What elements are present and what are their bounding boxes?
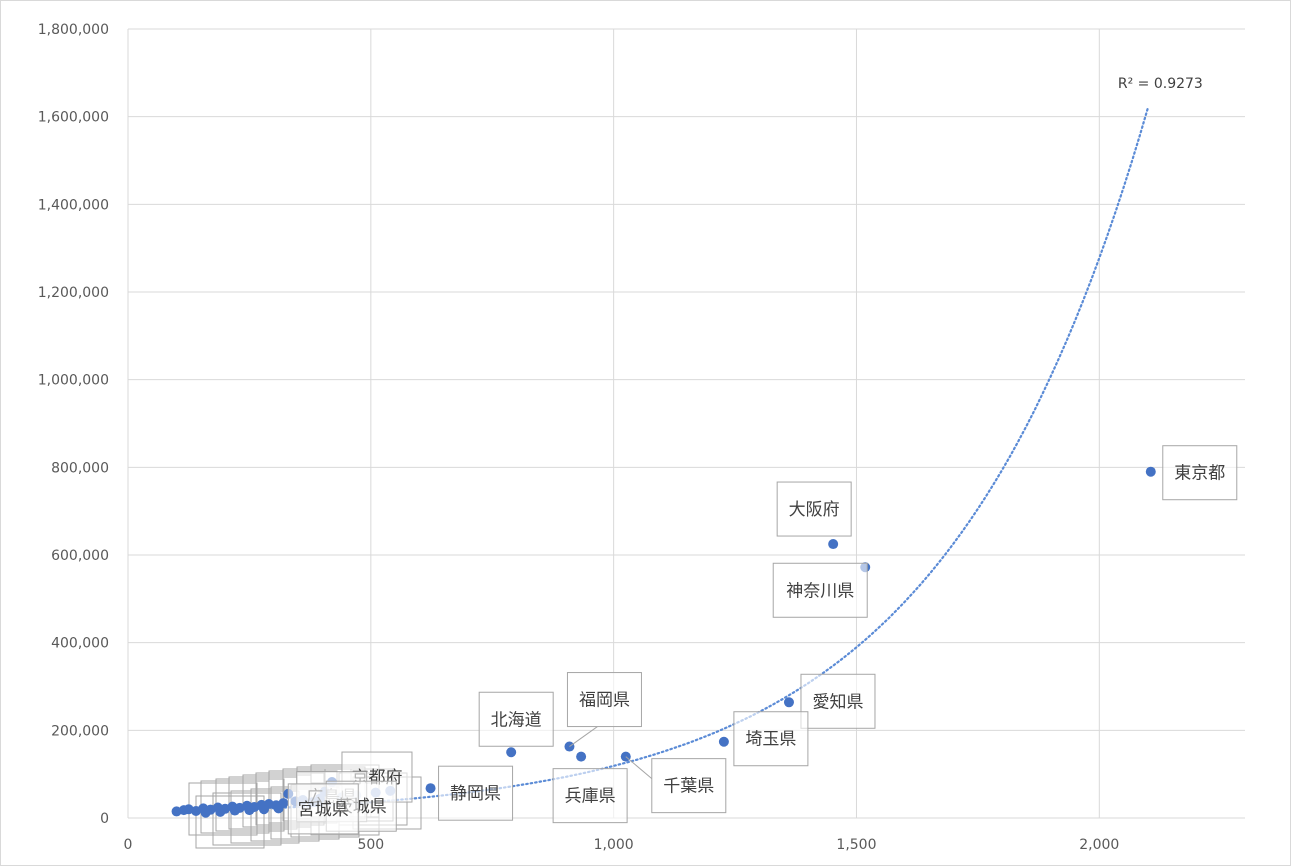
y-tick-label: 400,000 (51, 636, 109, 652)
data-label-box (552, 768, 628, 824)
data-label: 宮城県 (298, 800, 349, 820)
data-point (783, 697, 794, 708)
data-label-box (772, 562, 868, 618)
data-point (718, 736, 729, 747)
trendline (175, 106, 1149, 813)
data-label: 兵庫県 (565, 787, 616, 807)
data-label: 静岡県 (450, 784, 501, 804)
x-tick-label: 500 (357, 837, 384, 853)
data-label: 東京都 (1174, 464, 1225, 484)
data-point (215, 806, 226, 817)
leader-line (625, 756, 653, 780)
label-box-cluster (195, 795, 265, 849)
data-point (200, 807, 211, 818)
data-point (1145, 466, 1156, 477)
y-tick-label: 1,800,000 (38, 22, 109, 38)
label-box-cluster (212, 792, 282, 846)
data-label-box (800, 673, 876, 729)
data-label: 千葉県 (663, 777, 714, 797)
data-label-box (566, 672, 642, 728)
data-label: 埼玉県 (745, 730, 796, 750)
data-label-box (438, 765, 514, 821)
data-label-box (1162, 445, 1238, 501)
y-tick-label: 800,000 (51, 460, 109, 476)
y-tick-label: 1,600,000 (38, 110, 109, 126)
data-label-box (733, 711, 809, 767)
data-label: 北海道 (491, 710, 542, 730)
data-label-box (478, 691, 554, 747)
leader-line (569, 726, 598, 747)
data-point (244, 805, 255, 816)
y-tick-label: 1,400,000 (38, 197, 109, 213)
data-point (506, 747, 517, 758)
y-tick-label: 1,200,000 (38, 285, 109, 301)
y-tick-label: 600,000 (51, 548, 109, 564)
data-label: 愛知県 (812, 692, 863, 712)
y-tick-label: 200,000 (51, 723, 109, 739)
data-label: 大阪府 (789, 500, 840, 520)
r-squared-label: R² = 0.9273 (1118, 76, 1203, 92)
y-tick-label: 0 (100, 811, 109, 827)
x-tick-label: 1,000 (594, 837, 634, 853)
data-point (273, 803, 284, 814)
x-tick-label: 1,500 (836, 837, 876, 853)
data-point (258, 804, 269, 815)
x-tick-label: 0 (124, 837, 133, 853)
data-label: 神奈川県 (786, 581, 854, 601)
data-point (425, 783, 436, 794)
data-label: 福岡県 (579, 691, 630, 711)
data-label-box (651, 758, 727, 814)
data-point (828, 539, 839, 550)
data-label-box (287, 783, 359, 835)
data-point (229, 805, 240, 816)
y-tick-label: 1,000,000 (38, 373, 109, 389)
data-label-box (776, 481, 852, 537)
x-tick-label: 2,000 (1079, 837, 1119, 853)
data-point (576, 751, 587, 762)
